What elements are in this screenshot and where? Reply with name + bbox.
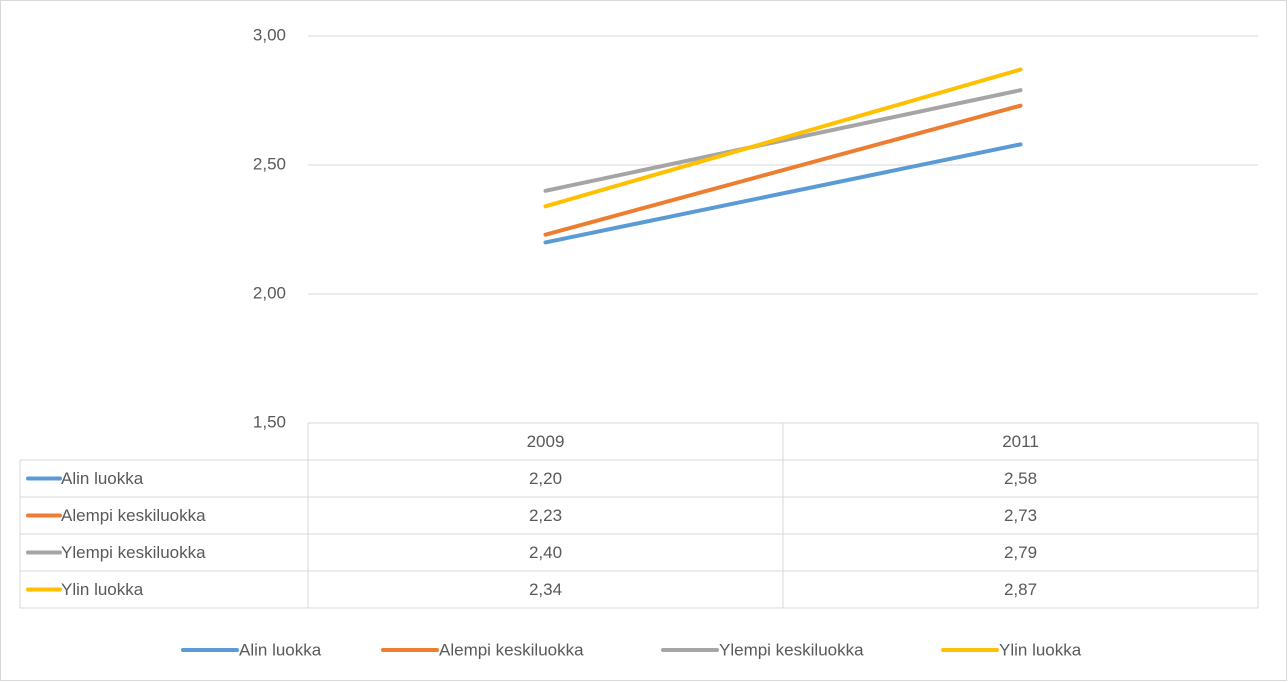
table-row-label: Alempi keskiluokka xyxy=(61,506,206,525)
x-tick-label: 2011 xyxy=(1002,432,1039,451)
legend-label: Alin luokka xyxy=(239,640,322,659)
table-cell: 2,58 xyxy=(1004,469,1037,488)
table-row-label: Alin luokka xyxy=(61,469,144,488)
table-cell: 2,79 xyxy=(1004,543,1037,562)
y-tick-label: 2,50 xyxy=(253,154,286,173)
series-line xyxy=(543,67,1023,209)
y-tick-label: 2,00 xyxy=(253,283,286,302)
legend-label: Alempi keskiluokka xyxy=(439,640,584,659)
table-cell: 2,73 xyxy=(1004,506,1037,525)
table-cell: 2,40 xyxy=(529,543,562,562)
table-cell: 2,87 xyxy=(1004,580,1037,599)
table-cell: 2,20 xyxy=(529,469,562,488)
x-tick-label: 2009 xyxy=(527,432,565,451)
series-line xyxy=(543,88,1023,193)
legend-label: Ylin luokka xyxy=(999,640,1082,659)
series-line xyxy=(543,103,1023,237)
table-row-label: Ylin luokka xyxy=(61,580,144,599)
legend-label: Ylempi keskiluokka xyxy=(719,640,864,659)
series-line xyxy=(543,142,1023,245)
y-tick-label: 3,00 xyxy=(253,25,286,44)
y-tick-label: 1,50 xyxy=(253,412,286,431)
table-row-label: Ylempi keskiluokka xyxy=(61,543,206,562)
table-cell: 2,23 xyxy=(529,506,562,525)
table-cell: 2,34 xyxy=(529,580,562,599)
